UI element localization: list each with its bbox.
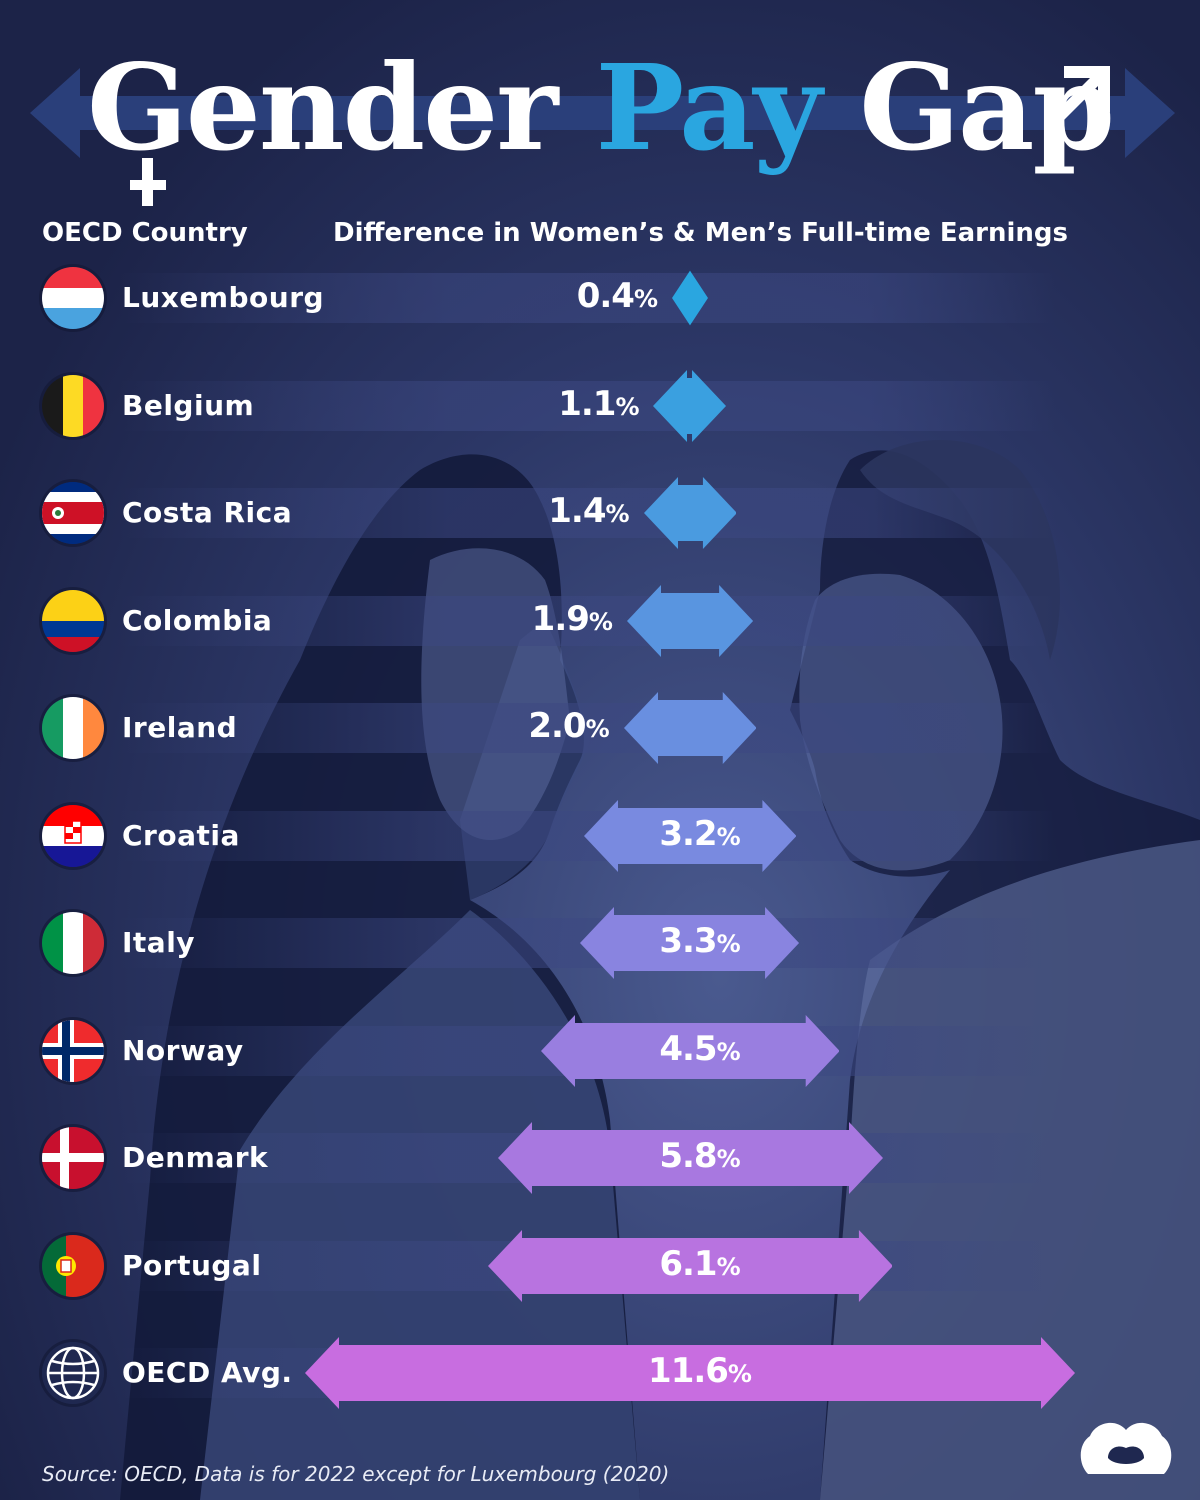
value-label: 0.4% bbox=[576, 276, 658, 316]
bar-arrow-shape bbox=[305, 1337, 1075, 1409]
country-label: OECD Avg. bbox=[122, 1356, 293, 1389]
country-label: Norway bbox=[122, 1033, 244, 1067]
bar-arrow bbox=[653, 369, 727, 442]
bar-arrow-shape bbox=[672, 270, 708, 326]
country-label: Portugal bbox=[122, 1248, 262, 1282]
country-label: Colombia bbox=[122, 603, 273, 637]
bar-arrow-shape bbox=[643, 477, 737, 549]
croatia-flag-icon bbox=[42, 804, 104, 867]
costa-rica-flag-icon bbox=[42, 482, 104, 544]
country-label: Denmark bbox=[122, 1141, 269, 1174]
value-label: 11.6% bbox=[648, 1351, 752, 1391]
value-label: 2.0% bbox=[528, 706, 610, 746]
country-label: Belgium bbox=[122, 388, 255, 422]
value-label: 4.5% bbox=[659, 1028, 741, 1069]
country-label: Italy bbox=[122, 926, 196, 959]
bar-arrow bbox=[583, 799, 797, 872]
female-symbol-icon bbox=[130, 158, 166, 206]
norway-flag-icon bbox=[42, 1019, 104, 1082]
bar-arrow-shape bbox=[580, 907, 800, 979]
colombia-flag-icon bbox=[42, 589, 104, 652]
value-label: 3.2% bbox=[659, 813, 741, 854]
country-label: Croatia bbox=[122, 818, 240, 852]
value-label: 1.4% bbox=[548, 491, 630, 531]
bar-arrow-shape bbox=[626, 584, 754, 657]
country-label: Ireland bbox=[122, 711, 238, 744]
title-double-arrow bbox=[30, 68, 1175, 158]
belgium-flag-icon bbox=[42, 374, 104, 437]
portugal-flag-icon bbox=[42, 1234, 104, 1297]
bar-arrow bbox=[623, 692, 757, 764]
globe-icon bbox=[42, 1342, 104, 1404]
bar-arrow-shape bbox=[487, 1229, 893, 1302]
value-label: 3.3% bbox=[659, 921, 741, 961]
bar-arrow bbox=[672, 262, 708, 334]
bar-arrow-shape bbox=[623, 692, 757, 764]
bar-arrow bbox=[643, 477, 737, 549]
bar-arrow bbox=[487, 1229, 893, 1302]
denmark-flag-icon bbox=[42, 1127, 104, 1189]
row-band bbox=[120, 595, 1055, 646]
row-band bbox=[120, 703, 1055, 753]
bar-arrow-shape bbox=[497, 1122, 883, 1194]
row-band bbox=[120, 380, 1055, 431]
page-title: Gender Pay Gap bbox=[0, 38, 1200, 177]
bar-arrow bbox=[497, 1122, 883, 1194]
title-word-pay: Pay bbox=[595, 38, 823, 177]
value-label: 1.9% bbox=[531, 598, 613, 639]
row-band bbox=[120, 273, 1055, 323]
italy-flag-icon bbox=[42, 912, 104, 974]
bar-arrow-shape bbox=[653, 369, 727, 442]
title-block: Gender Pay Gap bbox=[0, 20, 1200, 206]
title-word-gender: Gender bbox=[87, 38, 558, 177]
bar-arrow-shape bbox=[583, 799, 797, 872]
value-label: 5.8% bbox=[659, 1136, 741, 1176]
country-column-header: OECD Country bbox=[42, 218, 248, 248]
luxembourg-flag-icon bbox=[42, 267, 104, 329]
value-label: 1.1% bbox=[558, 383, 640, 424]
brand-logo-icon bbox=[1080, 1422, 1172, 1474]
source-note: Source: OECD, Data is for 2022 except fo… bbox=[42, 1462, 670, 1486]
country-label: Luxembourg bbox=[122, 281, 325, 314]
bar-arrow bbox=[305, 1337, 1075, 1409]
bar-arrow-shape bbox=[540, 1014, 840, 1087]
value-label: 6.1% bbox=[659, 1243, 741, 1284]
row-band bbox=[120, 488, 1055, 538]
difference-column-header: Difference in Women’s & Men’s Full-time … bbox=[333, 218, 1068, 248]
ireland-flag-icon bbox=[42, 697, 104, 759]
country-label: Costa Rica bbox=[122, 496, 293, 529]
bar-arrow bbox=[626, 584, 754, 657]
bar-arrow bbox=[580, 907, 800, 979]
male-symbol-icon bbox=[1054, 66, 1110, 122]
bar-arrow bbox=[540, 1014, 840, 1087]
